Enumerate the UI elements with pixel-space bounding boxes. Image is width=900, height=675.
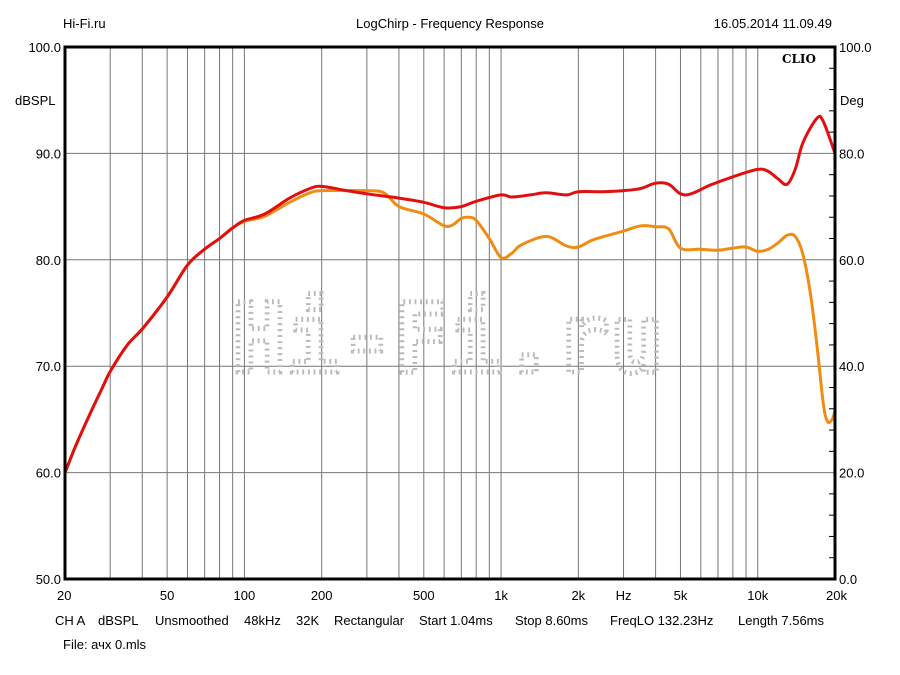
y2-axis-label: Deg	[840, 93, 864, 108]
footer-setting: Length 7.56ms	[738, 613, 825, 628]
plot-frame	[63, 45, 837, 581]
footer-setting: CH A	[55, 613, 86, 628]
y-tick-label: 100.0	[28, 40, 61, 55]
chart-title: LogChirp - Frequency Response	[356, 16, 544, 31]
footer-setting: 48kHz	[244, 613, 281, 628]
y-tick-label: 50.0	[36, 572, 61, 587]
footer-setting: Unsmoothed	[155, 613, 229, 628]
footer-setting: Stop 8.60ms	[515, 613, 588, 628]
footer-setting: Rectangular	[334, 613, 405, 628]
y2-tick-label: 0.0	[839, 572, 857, 587]
file-name: File: ачх 0.mls	[63, 637, 147, 652]
y-tick-label: 70.0	[36, 359, 61, 374]
y2-tick-label: 80.0	[839, 146, 864, 161]
x-tick-label: 20	[57, 588, 71, 603]
x-tick-label: 1k	[494, 588, 508, 603]
series-line-red	[63, 114, 837, 474]
grid	[65, 47, 835, 579]
y2-tick-label: 40.0	[839, 359, 864, 374]
clio-brand: CLIO	[782, 52, 816, 66]
y2-tick-label: 60.0	[839, 253, 864, 268]
footer-setting: FreqLO 132.23Hz	[610, 613, 713, 628]
timestamp: 16.05.2014 11.09.49	[714, 16, 832, 31]
y-tick-label: 90.0	[36, 146, 61, 161]
x-tick-label: 10k	[747, 588, 768, 603]
header-left: Hi-Fi.ru	[63, 16, 106, 31]
y-tick-label: 60.0	[36, 466, 61, 481]
x-tick-label: 500	[413, 588, 435, 603]
x-axis-unit-label: Hz	[616, 588, 632, 603]
y-axis-label: dBSPL	[15, 93, 55, 108]
x-tick-label: 200	[311, 588, 333, 603]
watermark: Hi-Fi.ru	[232, 283, 664, 395]
axis-ticks: 50.0 60.0 70.0 80.0 90.0 100.0 0.0 20.0 40.0 60.0…	[28, 40, 871, 603]
y2-tick-label: 100.0	[839, 40, 872, 55]
footer-settings: CH A dBSPL Unsmoothed 48kHz 32K Rectangular St…	[55, 613, 825, 628]
footer-setting: dBSPL	[98, 613, 138, 628]
footer-setting: Start 1.04ms	[419, 613, 493, 628]
x-tick-label: 5k	[674, 588, 688, 603]
x-tick-label: 50	[160, 588, 174, 603]
series-group	[63, 114, 837, 474]
x-tick-label: 20k	[826, 588, 847, 603]
y2-tick-label: 20.0	[839, 466, 864, 481]
x-tick-label: 100	[234, 588, 256, 603]
footer-setting: 32K	[296, 613, 319, 628]
y-tick-label: 80.0	[36, 253, 61, 268]
x-tick-label: 2k	[571, 588, 585, 603]
